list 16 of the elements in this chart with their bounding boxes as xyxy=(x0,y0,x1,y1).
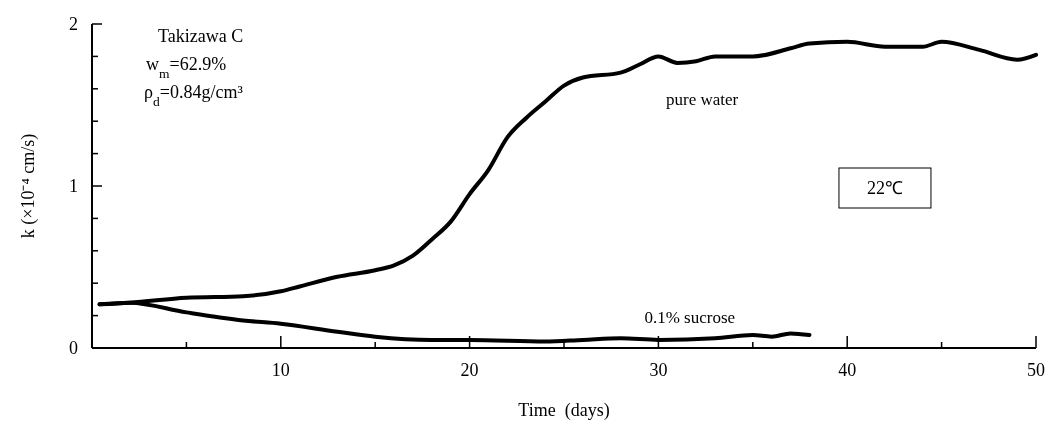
annotation: ρ$_{d}$=0.84g/cm³ xyxy=(144,82,244,109)
annotation: Takizawa C xyxy=(158,26,244,46)
x-tick-label: 10 xyxy=(271,360,290,380)
x-tick-label: 20 xyxy=(460,360,479,380)
y-tick-label: 2 xyxy=(69,14,78,35)
y-tick-label: 1 xyxy=(69,176,78,197)
y-axis-title: k (×10⁻⁴ cm/s) xyxy=(18,133,39,239)
series-label: 0.1% sucrose xyxy=(644,308,736,328)
series-label: pure water xyxy=(666,89,739,109)
x-tick-label: 30 xyxy=(649,360,668,380)
x-tick-label: 40 xyxy=(838,360,857,380)
annotation: 22℃ xyxy=(866,178,903,199)
annotation: w$_{m}$=62.9% xyxy=(146,54,227,81)
x-axis-title: Time (days) xyxy=(518,400,610,421)
x-tick-label: 50 xyxy=(1027,360,1045,380)
y-tick-label: 0 xyxy=(69,338,78,359)
